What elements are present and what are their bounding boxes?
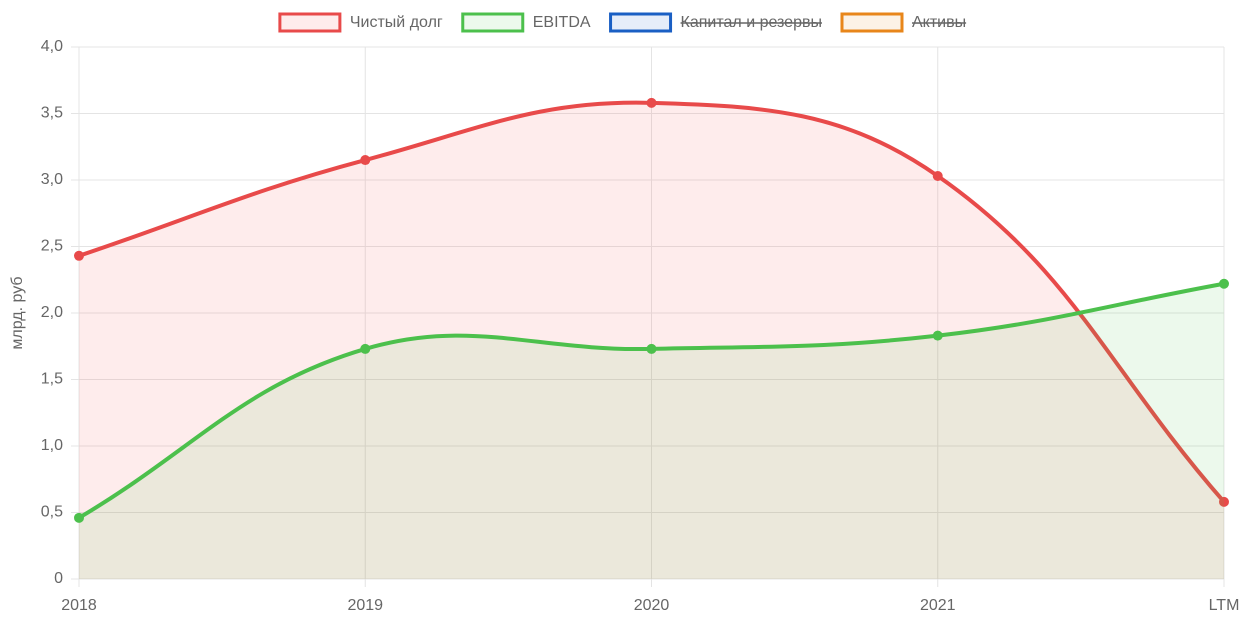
x-tick-label: LTM bbox=[1209, 597, 1240, 614]
legend-label: EBITDA bbox=[533, 14, 591, 31]
point bbox=[360, 155, 371, 166]
y-axis-title: млрд. руб bbox=[9, 276, 26, 349]
legend-item[interactable]: Чистый долг bbox=[278, 12, 443, 33]
point bbox=[646, 343, 657, 354]
y-tick-label: 2,0 bbox=[41, 304, 63, 321]
legend-swatch bbox=[609, 12, 673, 33]
y-tick-label: 4,0 bbox=[41, 38, 63, 55]
legend-swatch bbox=[840, 12, 904, 33]
legend-item[interactable]: Капитал и резервы bbox=[609, 12, 822, 33]
legend: Чистый долг EBITDA Капитал и резервы Активы bbox=[278, 12, 967, 33]
point bbox=[1219, 496, 1229, 507]
y-tick-label: 1,0 bbox=[41, 437, 63, 454]
y-tick-label: 3,0 bbox=[41, 171, 63, 188]
point bbox=[360, 343, 371, 354]
point bbox=[74, 512, 84, 523]
x-tick-label: 2018 bbox=[61, 597, 97, 614]
y-tick-label: 2,5 bbox=[41, 238, 63, 255]
y-tick-label: 0,5 bbox=[41, 504, 63, 521]
point bbox=[1219, 278, 1229, 289]
x-tick-label: 2019 bbox=[347, 597, 383, 614]
legend-swatch bbox=[278, 12, 342, 33]
point bbox=[74, 250, 84, 261]
y-tick-label: 1,5 bbox=[41, 371, 63, 388]
point bbox=[646, 97, 657, 108]
y-tick-label: 3,5 bbox=[41, 105, 63, 122]
legend-item[interactable]: Активы bbox=[840, 12, 967, 33]
area-fill bbox=[79, 283, 1224, 579]
point bbox=[932, 330, 943, 341]
legend-item[interactable]: EBITDA bbox=[461, 12, 591, 33]
x-tick-label: 2021 bbox=[920, 597, 956, 614]
point bbox=[932, 171, 943, 182]
x-tick-label: 2020 bbox=[634, 597, 670, 614]
y-tick-label: 0 bbox=[54, 570, 63, 587]
line bbox=[78, 100, 1226, 504]
area-fill bbox=[79, 102, 1224, 580]
legend-label: Чистый долг bbox=[350, 14, 443, 31]
legend-swatch bbox=[461, 12, 525, 33]
